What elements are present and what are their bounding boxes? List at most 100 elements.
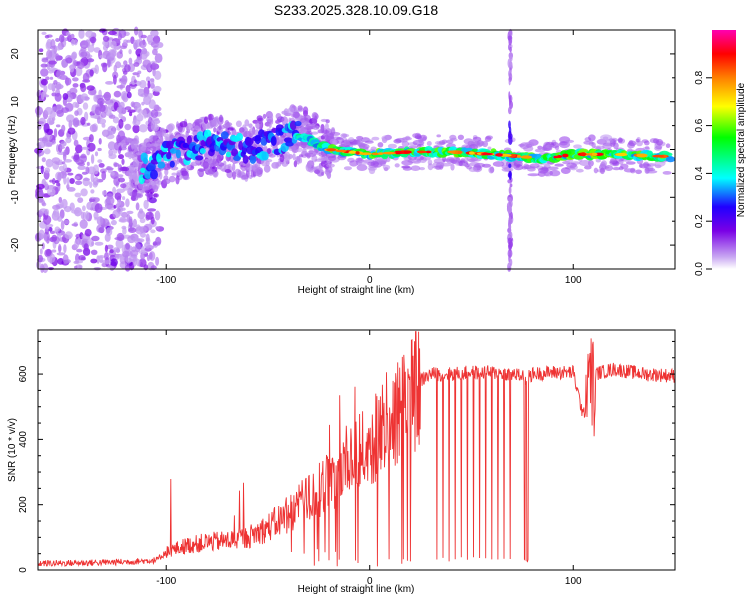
noise-blob — [302, 106, 309, 114]
noise-blob — [80, 188, 88, 197]
halo-blob — [457, 134, 464, 140]
noise-blob — [105, 196, 115, 206]
peak-blob — [562, 153, 569, 158]
noise-blob — [92, 164, 99, 175]
peak-blob — [425, 150, 432, 154]
noise-blob — [145, 192, 150, 197]
halo-blob — [381, 135, 391, 141]
noise-blob — [141, 47, 148, 55]
noise-blob — [56, 69, 63, 79]
noise-blob — [207, 113, 214, 121]
ridge-blob — [147, 162, 156, 172]
y-tick-label: 0 — [10, 146, 21, 152]
halo-blob — [318, 152, 328, 157]
noise-blob — [71, 209, 80, 214]
halo-blob — [545, 144, 555, 149]
peak-blob — [637, 153, 648, 158]
noise-blob — [131, 189, 137, 198]
noise-blob — [91, 235, 100, 242]
noise-blob — [76, 248, 83, 253]
ridge-blob — [169, 160, 175, 168]
noise-blob — [152, 48, 158, 56]
noise-blob — [169, 135, 176, 139]
noise-blob — [113, 176, 120, 187]
noise-blob — [112, 186, 117, 195]
halo-blob — [579, 160, 591, 167]
ridge-blob — [143, 157, 148, 165]
snr-ylabel: SNR (10 * v/v) — [7, 418, 18, 482]
spike-blob — [509, 39, 513, 45]
x-tick-label: 100 — [565, 576, 582, 587]
peak-blob — [335, 149, 347, 153]
noise-blob — [147, 80, 151, 89]
noise-blob — [297, 105, 303, 111]
halo-blob — [371, 136, 380, 141]
noise-blob — [150, 146, 157, 152]
halo-blob — [604, 139, 614, 144]
noise-blob — [113, 90, 122, 98]
halo-blob — [601, 160, 607, 168]
noise-blob — [69, 64, 75, 73]
noise-blob — [63, 175, 67, 185]
halo-blob — [630, 167, 636, 174]
noise-blob — [98, 227, 104, 233]
noise-blob — [60, 141, 67, 147]
noise-blob — [78, 49, 87, 58]
noise-blob — [48, 60, 57, 65]
noise-blob — [268, 153, 276, 158]
halo-blob — [291, 145, 297, 153]
ridge-blob — [157, 161, 166, 169]
noise-blob — [41, 58, 49, 63]
noise-blob — [321, 171, 325, 176]
noise-blob — [47, 188, 56, 196]
noise-blob — [224, 169, 231, 173]
noise-blob — [254, 168, 261, 177]
noise-blob — [80, 211, 85, 220]
spike-blob — [509, 46, 512, 53]
noise-blob — [140, 145, 147, 151]
noise-blob — [144, 241, 151, 249]
halo-blob — [326, 163, 335, 168]
halo-blob — [416, 144, 422, 148]
noise-blob — [125, 242, 130, 250]
noise-blob — [298, 157, 303, 164]
halo-blob — [583, 140, 594, 145]
noise-blob — [152, 135, 159, 142]
noise-blob — [77, 61, 81, 65]
noise-blob — [248, 123, 253, 128]
noise-blob — [93, 177, 99, 186]
noise-blob — [57, 172, 62, 182]
noise-blob — [120, 183, 127, 189]
x-tick-label: -100 — [156, 576, 176, 587]
ridge-blob — [195, 155, 204, 161]
halo-blob — [625, 161, 636, 165]
halo-blob — [343, 140, 350, 146]
spectrogram-blobs — [34, 26, 676, 274]
peak-blob — [480, 152, 493, 156]
noise-blob — [145, 233, 150, 242]
spike-blob — [507, 196, 512, 203]
noise-blob — [153, 38, 160, 43]
noise-blob — [62, 93, 69, 100]
halo-blob — [629, 140, 633, 145]
halo-blob — [402, 136, 412, 141]
halo-blob — [617, 138, 623, 143]
noise-blob — [41, 202, 47, 207]
noise-blob — [293, 160, 298, 168]
noise-blob — [50, 39, 56, 48]
noise-blob — [49, 76, 54, 80]
noise-blob — [125, 198, 130, 208]
noise-blob — [237, 169, 242, 178]
noise-blob — [153, 193, 159, 198]
halo-blob — [300, 127, 306, 133]
noise-blob — [310, 131, 319, 135]
colorbar-gradient — [712, 30, 736, 269]
noise-blob — [227, 127, 234, 131]
halo-blob — [560, 167, 571, 175]
noise-blob — [155, 226, 160, 230]
noise-blob — [89, 69, 94, 77]
noise-blob — [44, 167, 51, 174]
peak-blob — [516, 154, 522, 158]
halo-blob — [450, 163, 455, 171]
